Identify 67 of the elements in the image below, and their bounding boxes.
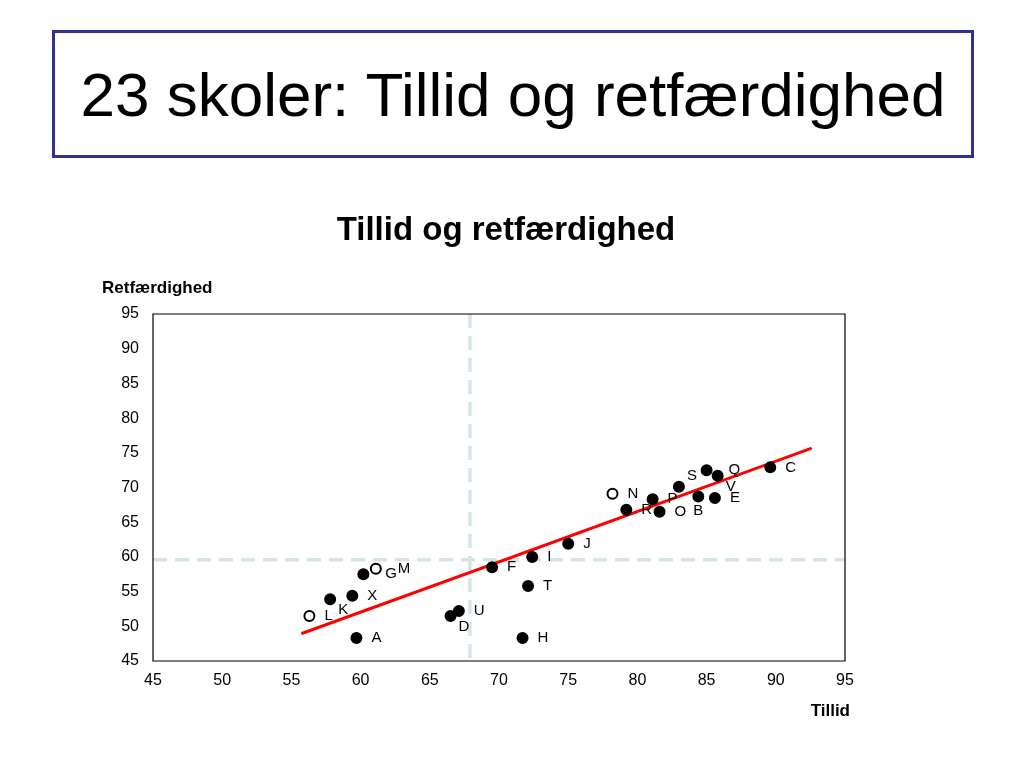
point <box>708 491 721 504</box>
point <box>700 464 713 477</box>
y-tick-label: 65 <box>121 512 140 530</box>
point <box>646 493 659 506</box>
annotation: M <box>397 558 411 576</box>
x-tick-label: 75 <box>559 671 578 689</box>
point <box>562 537 575 550</box>
point <box>764 461 777 474</box>
point <box>324 593 337 606</box>
annotation: C <box>785 457 797 475</box>
chart-subtitle: Tillid og retfærdighed <box>335 209 677 249</box>
point <box>620 503 633 516</box>
chart-title: 23 skoler: Tillid og retfærdighed <box>52 30 974 158</box>
point <box>350 632 363 645</box>
annotation: X <box>367 585 378 603</box>
y-tick-label: 75 <box>121 443 140 461</box>
annotation: U <box>473 601 485 619</box>
annotation: L <box>324 606 333 624</box>
x-tick-label: 70 <box>490 671 508 689</box>
point <box>486 561 499 574</box>
point <box>672 480 685 493</box>
y-axis-title: Retfærdighed <box>102 278 213 297</box>
annotation: D <box>458 617 470 635</box>
annotation: K <box>338 600 349 618</box>
annotation: O <box>674 501 687 519</box>
y-tick-label: 70 <box>121 477 140 495</box>
x-tick-label: 55 <box>282 671 301 689</box>
point <box>346 589 359 602</box>
point <box>369 562 382 575</box>
x-axis-title: Tillid <box>810 701 850 720</box>
y-tick-label: 60 <box>121 547 140 565</box>
point <box>516 632 529 645</box>
point <box>357 568 370 581</box>
x-tick-label: 65 <box>420 671 439 689</box>
point <box>711 469 724 482</box>
y-tick-label: 90 <box>121 339 140 357</box>
annotation: A <box>371 628 382 646</box>
annotation: B <box>693 500 704 518</box>
point <box>526 550 539 563</box>
y-tick-label: 85 <box>121 373 140 391</box>
annotation: S <box>686 465 697 483</box>
annotation: J <box>583 533 591 551</box>
y-tick-label: 95 <box>121 304 140 322</box>
annotation: G <box>385 564 398 582</box>
x-tick-label: 95 <box>836 671 854 689</box>
y-tick-label: 50 <box>121 616 140 634</box>
annotation: T <box>543 576 553 594</box>
x-tick-label: 45 <box>144 671 162 689</box>
y-tick-label: 80 <box>121 408 140 426</box>
annotation: I <box>547 547 552 565</box>
x-tick-label: 80 <box>628 671 647 689</box>
x-tick-label: 90 <box>766 671 785 689</box>
y-tick-label: 45 <box>121 651 140 669</box>
point <box>452 605 465 618</box>
point <box>303 609 316 622</box>
point <box>606 487 619 500</box>
point <box>692 490 705 503</box>
point <box>522 580 535 593</box>
x-tick-label: 60 <box>351 671 370 689</box>
y-tick-label: 55 <box>121 582 140 600</box>
annotation: N <box>627 483 639 501</box>
annotation: H <box>537 628 549 646</box>
point <box>653 505 666 518</box>
annotation: F <box>507 557 517 575</box>
annotation: Q <box>728 460 741 478</box>
x-tick-label: 50 <box>213 671 232 689</box>
x-tick-label: 85 <box>697 671 716 689</box>
